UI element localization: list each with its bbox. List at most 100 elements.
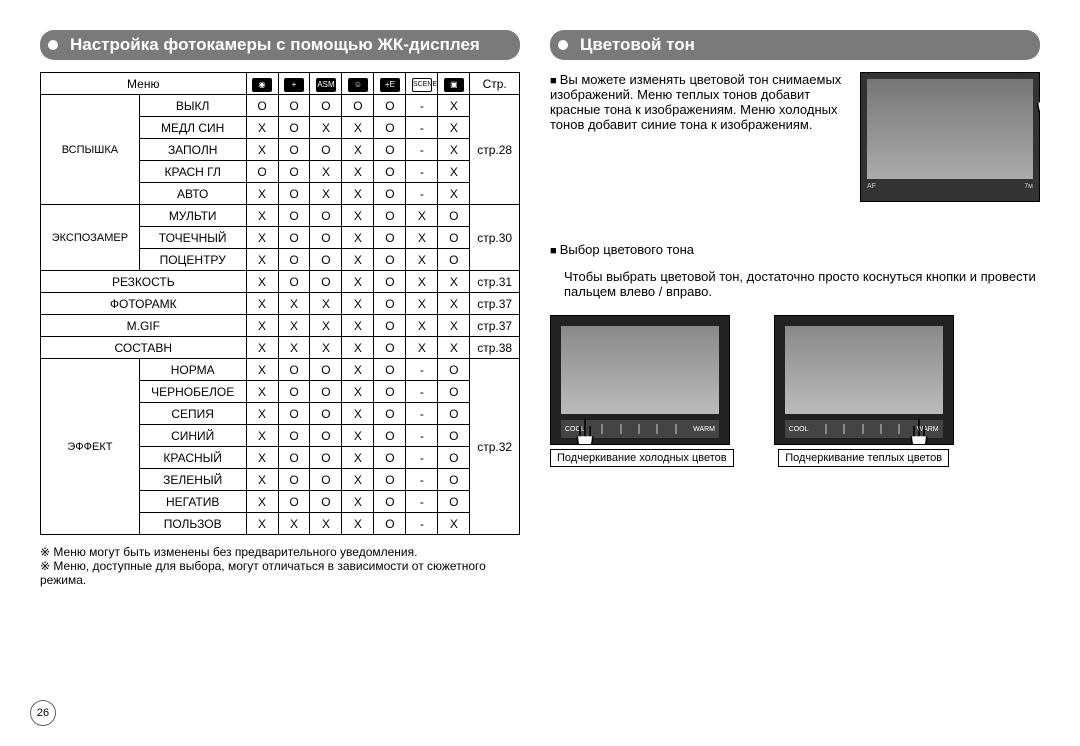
cell: O [438, 447, 470, 469]
cell: O [438, 205, 470, 227]
cell: - [406, 139, 438, 161]
cell: X [406, 249, 438, 271]
cell: O [374, 227, 406, 249]
mode-col-5: +E [374, 73, 406, 95]
cell: O [310, 403, 342, 425]
cell: O [246, 161, 278, 183]
cell: X [342, 469, 374, 491]
cell: X [342, 513, 374, 535]
cell: - [406, 491, 438, 513]
lcd-photo [561, 326, 719, 414]
cell: X [246, 513, 278, 535]
cell: X [246, 183, 278, 205]
cell: O [374, 271, 406, 293]
page-ref: стр.30 [470, 205, 520, 271]
cell: X [342, 425, 374, 447]
cell: O [310, 95, 342, 117]
cell: - [406, 513, 438, 535]
cell: X [246, 469, 278, 491]
cell: X [246, 293, 278, 315]
cell: O [310, 205, 342, 227]
section-title-right: Цветовой тон [550, 30, 1040, 60]
cell: - [406, 469, 438, 491]
row-label: МУЛЬТИ [139, 205, 246, 227]
cell: O [438, 381, 470, 403]
selection-body: Чтобы выбрать цветовой тон, достаточно п… [564, 269, 1040, 299]
size-label: 7м [1024, 183, 1033, 197]
cell: X [246, 205, 278, 227]
row-label: КРАСНЫЙ [139, 447, 246, 469]
cell: X [310, 161, 342, 183]
row-label: ПОЛЬЗОВ [139, 513, 246, 535]
mode-col-6: SCENE [406, 73, 438, 95]
cell: X [310, 183, 342, 205]
row-label: ЗАПОЛН [139, 139, 246, 161]
cell: X [278, 315, 310, 337]
slider-cool: COOL [789, 426, 809, 433]
cell: - [406, 95, 438, 117]
group-label: ВСПЫШКА [41, 95, 140, 205]
cell: O [310, 249, 342, 271]
cell: X [438, 139, 470, 161]
cell: X [438, 337, 470, 359]
group-label: СОСТАВН [41, 337, 247, 359]
cell: X [246, 271, 278, 293]
cell: O [438, 249, 470, 271]
lcd-example: COOL WARM Подчеркивание теплых цветов [774, 315, 954, 467]
cell: O [374, 359, 406, 381]
cell: O [278, 117, 310, 139]
cell: O [278, 249, 310, 271]
cell: O [310, 271, 342, 293]
cell: X [342, 491, 374, 513]
cell: O [374, 447, 406, 469]
cell: - [406, 447, 438, 469]
cell: X [278, 293, 310, 315]
lcd-screen: COOL WARM [774, 315, 954, 445]
cell: O [310, 381, 342, 403]
footnote-2: Меню, доступные для выбора, могут отлича… [40, 559, 520, 587]
cell: O [310, 469, 342, 491]
cell: X [438, 315, 470, 337]
cell: O [374, 491, 406, 513]
cell: O [278, 425, 310, 447]
cell: X [246, 315, 278, 337]
cell: X [246, 381, 278, 403]
cell: O [278, 359, 310, 381]
cell: O [374, 183, 406, 205]
cell: - [406, 161, 438, 183]
group-label: ФОТОРАМК [41, 293, 247, 315]
cell: - [406, 117, 438, 139]
cell: X [342, 227, 374, 249]
cell: X [246, 139, 278, 161]
cell: X [246, 337, 278, 359]
cell: - [406, 183, 438, 205]
hand-icon [905, 416, 933, 445]
mode-col-4: ☺ [342, 73, 374, 95]
col-menu: Меню [41, 73, 247, 95]
camera-icon: ◉ [252, 78, 272, 92]
asm-icon: ASM [316, 78, 336, 92]
cell: X [438, 183, 470, 205]
bullet-icon [550, 242, 560, 257]
plus-e-icon: +E [380, 78, 400, 92]
cell: O [438, 359, 470, 381]
cell: O [278, 205, 310, 227]
page-ref: стр.31 [470, 271, 520, 293]
group-label: РЕЗКОСТЬ [41, 271, 247, 293]
cell: O [374, 513, 406, 535]
cell: O [374, 381, 406, 403]
cell: X [406, 271, 438, 293]
slider-warm: WARM [693, 426, 715, 433]
cell: X [438, 513, 470, 535]
cell: - [406, 359, 438, 381]
page-number: 26 [30, 700, 56, 726]
lcd-preview-top: AF 7м [860, 72, 1040, 202]
row-label: НЕГАТИВ [139, 491, 246, 513]
cell: X [438, 95, 470, 117]
cell: O [278, 447, 310, 469]
cell: X [246, 425, 278, 447]
cell: X [310, 293, 342, 315]
cell: O [310, 227, 342, 249]
cell: X [310, 513, 342, 535]
cell: X [246, 227, 278, 249]
